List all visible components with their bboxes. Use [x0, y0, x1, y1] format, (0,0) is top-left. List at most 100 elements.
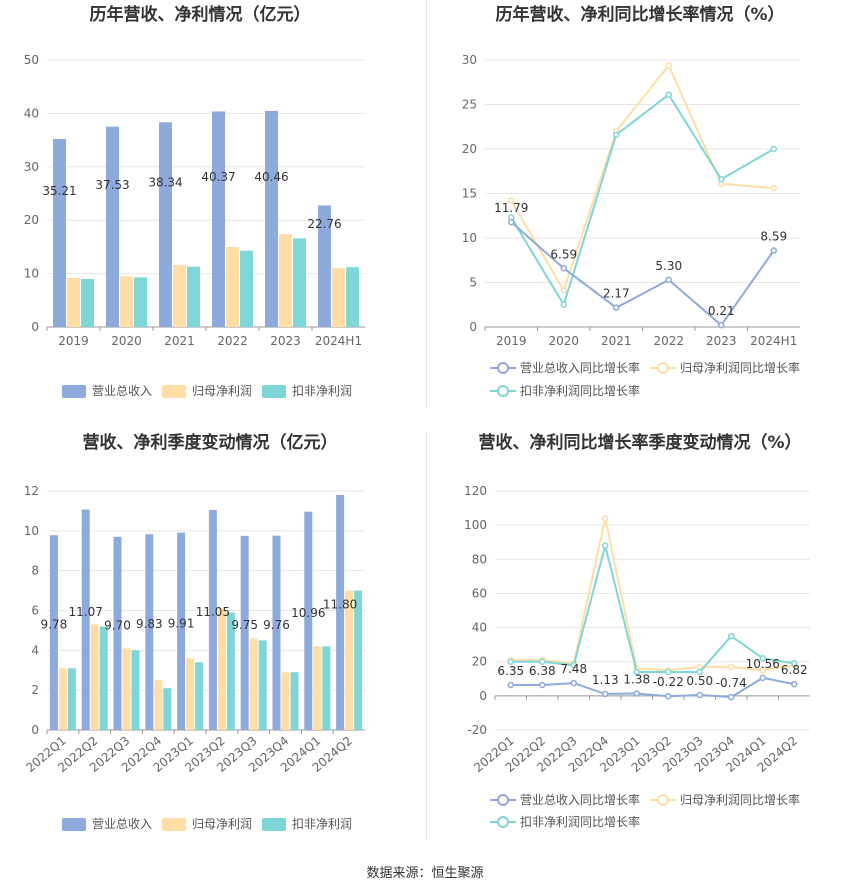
- annual-growth-y-tick-label: 20: [462, 142, 477, 156]
- annual-growth-point-revenue: [665, 276, 672, 284]
- quarterly-bar-bar-net-profit: [217, 608, 226, 730]
- quarterly-bar-bar-revenue: [49, 535, 58, 730]
- quarterly-bar-legend-swatch: [262, 818, 286, 831]
- annual-bar-bar-deducted-profit: [81, 278, 94, 327]
- annual-bar-bar-revenue: [53, 138, 66, 327]
- quarterly-growth-point-deducted-profit: [507, 658, 514, 665]
- quarterly-bar-data-label: 11.80: [323, 597, 357, 611]
- annual-bar-x-tick-label: 2019: [58, 334, 89, 348]
- annual-bar-bar-revenue: [318, 205, 331, 327]
- annual-growth-line-revenue: [510, 221, 775, 327]
- quarterly-bar-data-label: 9.76: [263, 618, 290, 632]
- quarterly-bar-bar-net-profit: [154, 680, 163, 730]
- quarterly-growth-y-tick-label: 120: [464, 484, 487, 498]
- annual-growth-x-tick-label: 2023: [706, 334, 737, 348]
- quarterly-growth-y-tick-label: 0: [479, 689, 487, 703]
- annual-bar-legend-label: 营业总收入: [92, 384, 152, 398]
- quarterly-growth-y-tick-label: 40: [472, 621, 487, 635]
- annual-bar-y-tick-label: 10: [24, 267, 39, 281]
- quarterly-bar-legend-swatch: [62, 818, 86, 831]
- quarterly-bar-bar-net-profit: [122, 648, 131, 730]
- quarterly-bar-bar-revenue: [272, 535, 281, 730]
- quarterly-growth-point-net-profit: [602, 515, 609, 522]
- annual-bar-bar-deducted-profit: [187, 266, 200, 327]
- annual-bar-bar-net-profit: [67, 277, 80, 327]
- quarterly-bar-bar-net-profit: [313, 646, 322, 730]
- quarterly-growth-data-label: 10.56: [746, 657, 780, 671]
- annual-growth-title: 历年营收、净利同比增长率情况（%）: [495, 4, 784, 25]
- quarterly-growth-point-revenue: [665, 692, 672, 700]
- quarterly-bar-bar-deducted-profit: [131, 650, 140, 730]
- annual-growth-point-revenue: [770, 247, 777, 254]
- annual-growth-line-deducted-profit: [510, 93, 775, 308]
- quarterly-bar-bar-revenue: [336, 494, 345, 730]
- quarterly-growth-y-tick-label: 20: [472, 655, 487, 669]
- quarterly-bar-data-label: 9.70: [104, 618, 131, 632]
- vertical-divider-top: [426, 0, 427, 408]
- quarterly-growth-rate-chart: 营收、净利同比增长率季度变动情况（%） -20 0 20 40 60 80 100 120 202…: [425, 420, 850, 850]
- quarterly-growth-point-revenue: [791, 680, 798, 688]
- annual-growth-point-deducted-profit: [665, 91, 672, 98]
- quarterly-growth-point-deducted-profit: [539, 658, 546, 665]
- quarterly-growth-y-tick-label: 100: [464, 518, 487, 532]
- quarterly-bar-bar-deducted-profit: [290, 672, 299, 730]
- annual-bar-data-label: 40.46: [254, 170, 288, 184]
- quarterly-growth-data-label: -0.74: [716, 676, 747, 690]
- quarterly-growth-point-revenue: [696, 691, 703, 699]
- annual-bar-legend-label: 扣非净利润: [292, 384, 352, 398]
- quarterly-growth-point-deducted-profit: [665, 668, 672, 676]
- annual-growth-data-label: 8.59: [760, 230, 787, 244]
- annual-bar-legend-swatch: [262, 385, 286, 398]
- annual-growth-point-revenue: [718, 321, 725, 329]
- annual-bar-x-tick-label: 2024H1: [315, 334, 362, 348]
- annual-growth-point-net-profit: [508, 197, 515, 204]
- annual-growth-point-revenue: [613, 304, 620, 311]
- annual-bar-bar-deducted-profit: [293, 238, 306, 327]
- quarterly-bar-data-label: 10.96: [291, 606, 325, 620]
- annual-growth-data-label: 5.30: [655, 259, 682, 273]
- annual-revenue-profit-chart: 历年营收、净利情况（亿元） 0 10 20 30 40 50 2019 2020 2021 2022…: [0, 0, 425, 410]
- data-source-footer: 数据来源：恒生聚源: [366, 866, 484, 881]
- annual-bar-data-label: 22.76: [307, 217, 341, 231]
- annual-growth-x-tick-label: 2022: [653, 334, 684, 348]
- quarterly-growth-rate-svg: 营收、净利同比增长率季度变动情况（%）-20020406080100120202…: [464, 432, 810, 829]
- quarterly-growth-data-label: -0.22: [653, 675, 684, 689]
- annual-growth-data-label: 2.17: [603, 287, 630, 301]
- quarterly-growth-title: 营收、净利同比增长率季度变动情况（%）: [478, 432, 801, 453]
- quarterly-growth-legend-marker: [657, 794, 669, 806]
- quarterly-growth-point-revenue: [539, 681, 546, 689]
- quarterly-growth-legend-marker: [497, 816, 509, 828]
- annual-bar-bar-net-profit: [173, 265, 186, 327]
- annual-growth-point-deducted-profit: [613, 131, 620, 139]
- annual-growth-y-tick-label: 10: [462, 231, 477, 245]
- quarterly-growth-point-net-profit: [728, 663, 735, 671]
- annual-growth-point-net-profit: [665, 62, 672, 69]
- annual-growth-point-net-profit: [770, 184, 777, 192]
- annual-growth-line-net-profit: [510, 63, 774, 293]
- annual-bar-data-label: 37.53: [95, 178, 129, 192]
- quarterly-bar-bar-deducted-profit: [99, 626, 108, 730]
- annual-bar-bar-net-profit: [332, 268, 345, 327]
- annual-bar-title: 历年营收、净利情况（亿元）: [90, 4, 311, 25]
- quarterly-bar-bar-net-profit: [249, 638, 258, 730]
- quarterly-growth-line-net-profit: [510, 518, 795, 672]
- quarterly-bar-bar-deducted-profit: [258, 640, 267, 730]
- annual-growth-x-tick-label: 2019: [496, 334, 527, 348]
- quarterly-bar-data-label: 9.75: [231, 618, 258, 632]
- quarterly-growth-point-deducted-profit: [602, 542, 609, 549]
- quarterly-growth-legend-marker: [497, 794, 509, 806]
- quarterly-bar-data-label: 11.07: [69, 605, 103, 619]
- quarterly-bar-bar-deducted-profit: [226, 612, 235, 730]
- quarterly-bar-bar-net-profit: [90, 624, 99, 730]
- quarterly-bar-data-label: 9.78: [41, 618, 68, 632]
- quarterly-bar-legend-swatch: [162, 818, 186, 831]
- annual-bar-bar-net-profit: [120, 276, 133, 327]
- quarterly-bar-y-tick-label: 8: [31, 564, 39, 578]
- quarterly-bar-legend-label: 扣非净利润: [292, 817, 352, 831]
- annual-bar-y-tick-label: 30: [24, 160, 39, 174]
- quarterly-growth-legend-label: 扣非净利润同比增长率: [520, 814, 640, 829]
- annual-bar-bar-deducted-profit: [134, 277, 147, 327]
- quarterly-bar-y-tick-label: 4: [31, 643, 39, 657]
- annual-growth-y-tick-label: 25: [462, 98, 477, 112]
- annual-growth-legend-marker: [497, 362, 509, 374]
